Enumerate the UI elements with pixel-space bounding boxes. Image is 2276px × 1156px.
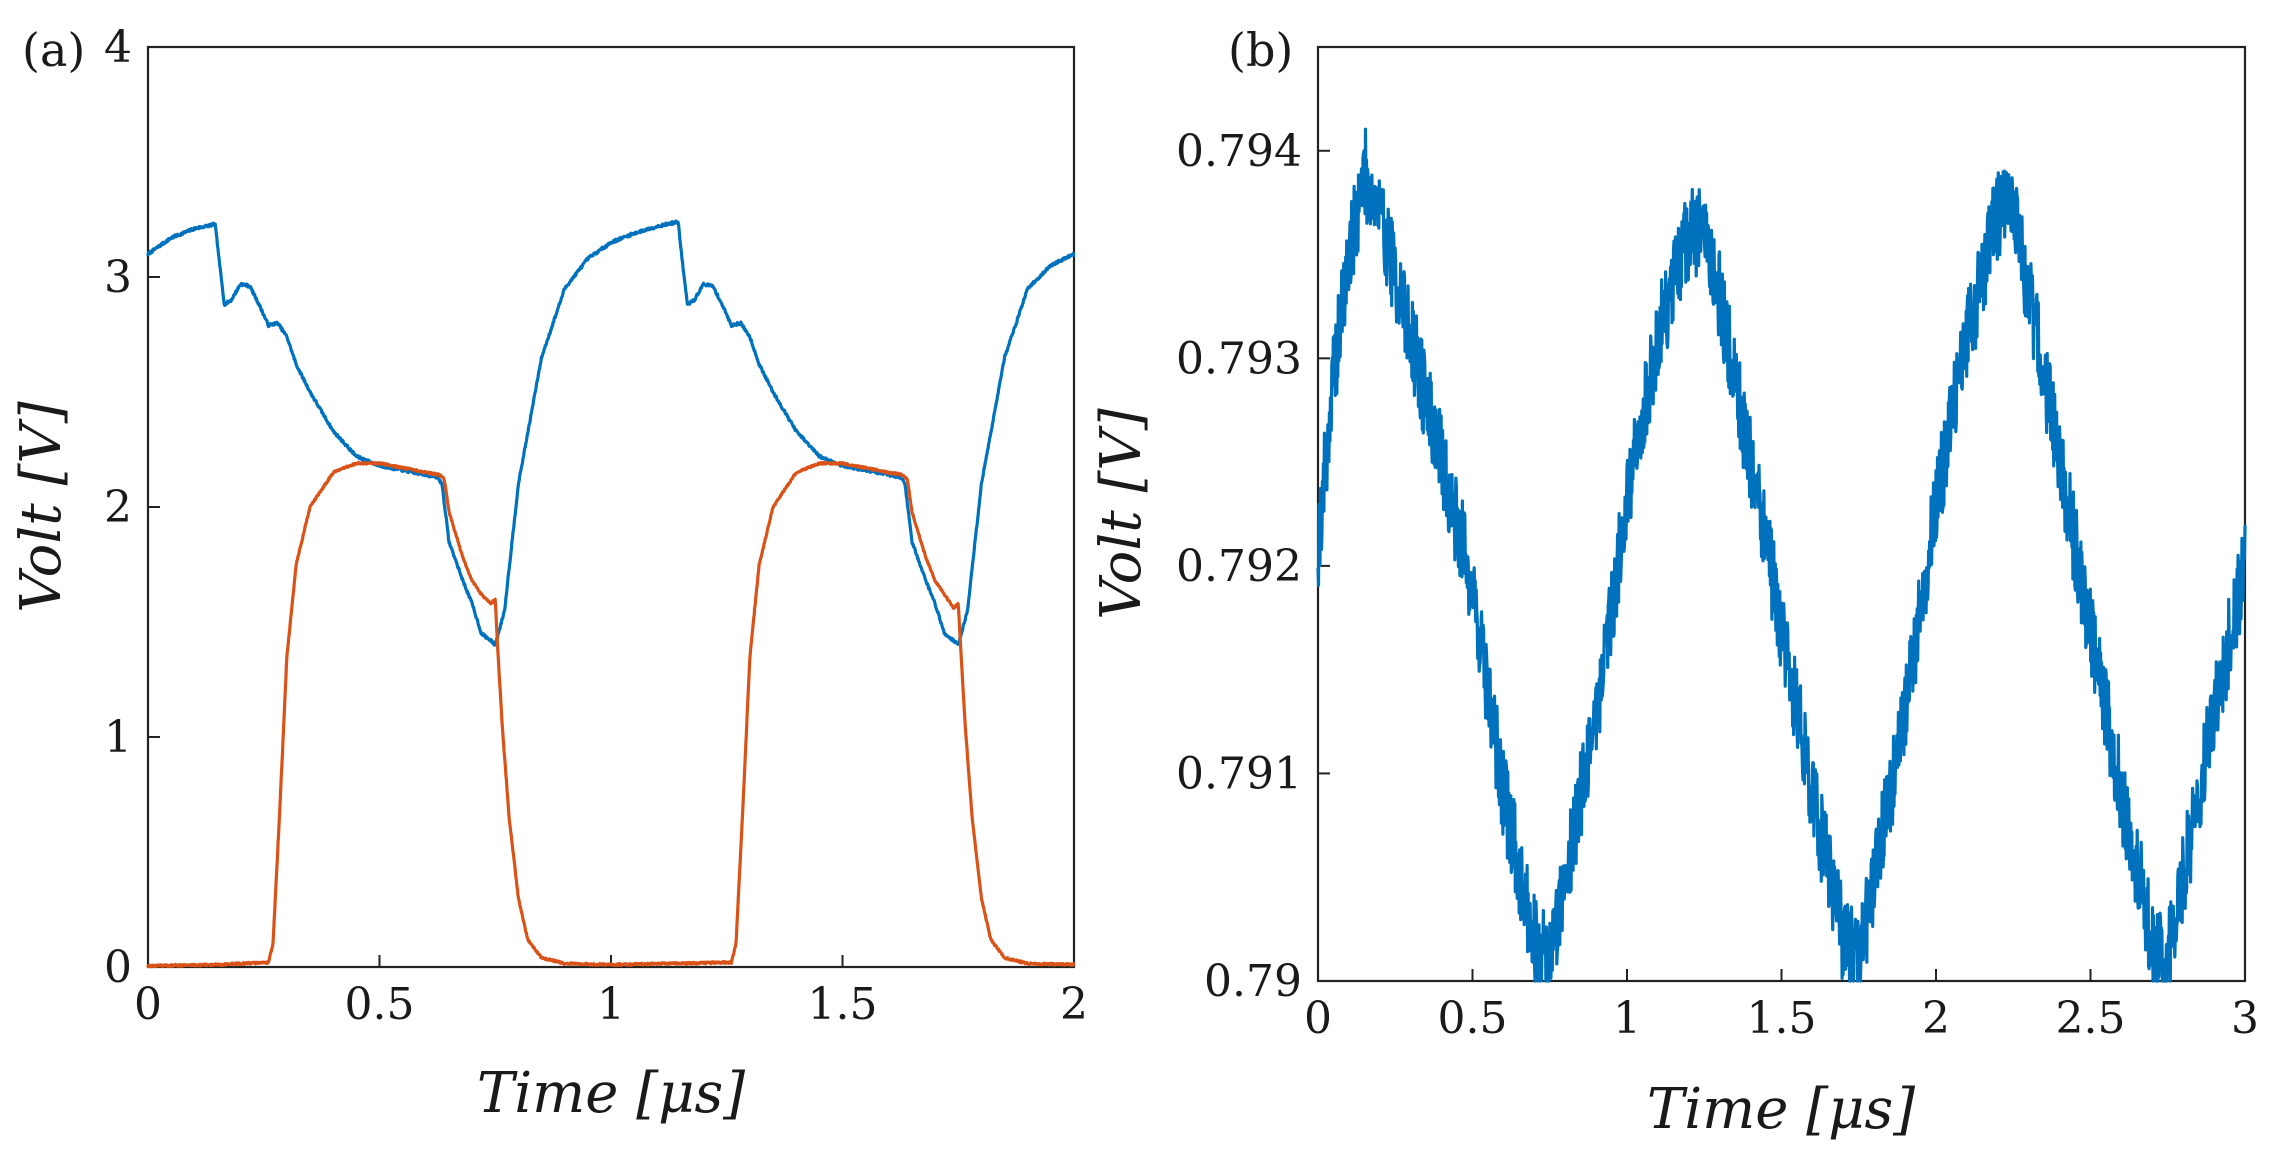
x-tick-label: 1.5: [808, 979, 878, 1030]
series-group-b: [1316, 127, 2247, 983]
chart-panel-b: (b) 0 0.5 1 1.5 2 2.5 3 0.79 0.791 0.792 0.793 0.79…: [1089, 23, 2259, 1142]
x-axis-title-b: Time [μs]: [1647, 1077, 1915, 1142]
y-tick-label: 0.794: [1176, 126, 1302, 177]
x-tick-label: 0: [134, 979, 162, 1030]
y-tick-label: 0.79: [1204, 956, 1302, 1007]
y-tick-label: 0.791: [1176, 748, 1302, 799]
x-tick-label: 0.5: [1438, 993, 1508, 1044]
y-tick-label: 1: [104, 712, 132, 763]
y-tick-label: 3: [104, 252, 132, 303]
x-tick-label: 0.5: [345, 979, 415, 1030]
panel-label-b: (b): [1228, 23, 1293, 77]
series-line-orange: [146, 460, 1076, 969]
y-tick-label: 0.793: [1176, 333, 1302, 384]
y-tick-label: 4: [104, 22, 132, 73]
x-tick-label: 1.5: [1747, 993, 1817, 1044]
ticks-a: 0 0.5 1 1.5 2 0 1 2 3 4: [104, 22, 1088, 1030]
x-tick-label: 2.5: [2056, 993, 2126, 1044]
x-tick-label: 3: [2231, 993, 2259, 1044]
series-line-blue: [146, 219, 1076, 647]
y-tick-label: 2: [104, 482, 132, 533]
ticks-b: 0 0.5 1 1.5 2 2.5 3 0.79 0.791 0.792 0.793 0.794: [1176, 126, 2259, 1044]
y-axis-title-a: Volt [V]: [9, 401, 74, 613]
plot-frame-a: [146, 45, 1076, 969]
panel-label-a: (a): [22, 23, 85, 77]
x-tick-label: 1: [1613, 993, 1641, 1044]
y-tick-label: 0.792: [1176, 541, 1302, 592]
x-tick-label: 1: [597, 979, 625, 1030]
x-axis-title-a: Time [μs]: [477, 1061, 745, 1126]
y-tick-label: 0: [104, 942, 132, 993]
chart-panel-a: (a) 0 0.5 1 1.5 2 0 1 2 3 4 Time [μs] Volt [V]: [9, 22, 1088, 1126]
x-tick-label: 2: [1060, 979, 1088, 1030]
series-line-blue: [1316, 127, 2247, 983]
x-tick-label: 0: [1304, 993, 1332, 1044]
y-axis-title-b: Volt [V]: [1089, 408, 1154, 620]
series-group-a: [146, 219, 1076, 969]
x-tick-label: 2: [1922, 993, 1950, 1044]
